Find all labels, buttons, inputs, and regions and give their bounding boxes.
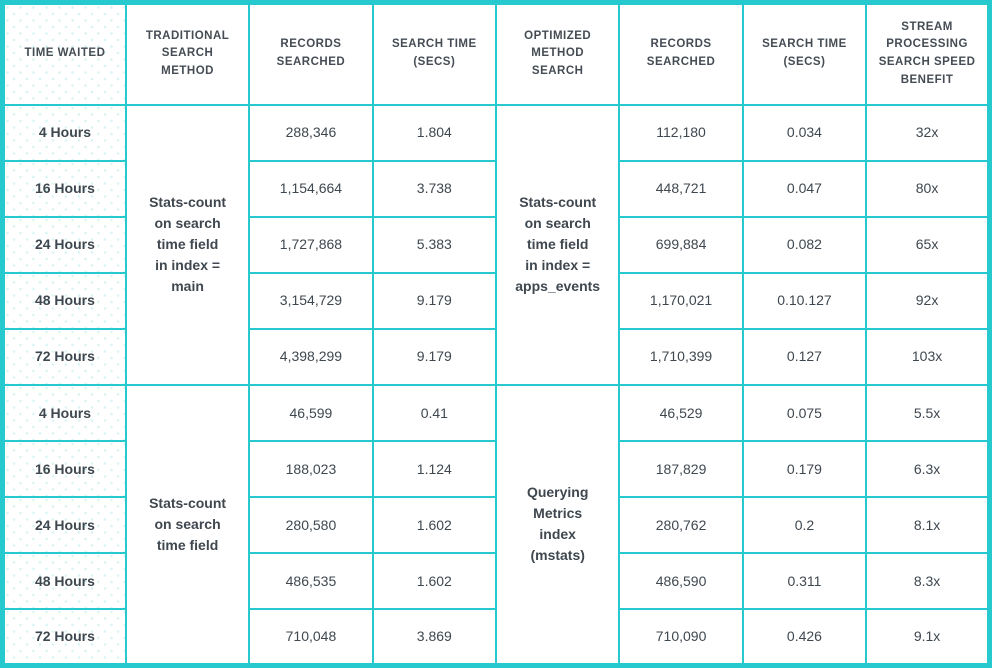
opt-secs-cell: 0.311	[741, 552, 868, 611]
time-waited-cell: 16 Hours	[1, 159, 127, 218]
benefit-cell: 8.1x	[865, 496, 991, 555]
trad-secs-cell: 1.124	[371, 440, 498, 499]
trad-records-cell: 1,727,868	[248, 215, 374, 274]
table-row: 16 Hours 188,023 1.124 187,829 0.179 6.3…	[1, 440, 991, 499]
trad-secs-cell: 5.383	[371, 215, 498, 274]
header-search-time-optimized: SEARCH TIME (SECS)	[741, 1, 868, 106]
table-row: 72 Hours 710,048 3.869 710,090 0.426 9.1…	[1, 608, 991, 667]
trad-records-cell: 4,398,299	[248, 327, 374, 386]
benefit-cell: 6.3x	[865, 440, 991, 499]
trad-secs-cell: 3.869	[371, 608, 498, 667]
trad-records-cell: 1,154,664	[248, 159, 374, 218]
opt-secs-cell: 0.10.127	[741, 271, 868, 330]
table-row: 24 Hours 280,580 1.602 280,762 0.2 8.1x	[1, 496, 991, 555]
trad-records-cell: 3,154,729	[248, 271, 374, 330]
time-waited-cell: 24 Hours	[1, 496, 127, 555]
trad-secs-cell: 9.179	[371, 327, 498, 386]
header-records-searched-traditional: RECORDS SEARCHED	[248, 1, 374, 106]
time-waited-cell: 24 Hours	[1, 215, 127, 274]
trad-records-cell: 188,023	[248, 440, 374, 499]
opt-records-cell: 699,884	[618, 215, 744, 274]
opt-records-cell: 1,170,021	[618, 271, 744, 330]
trad-secs-cell: 1.602	[371, 552, 498, 611]
trad-records-cell: 280,580	[248, 496, 374, 555]
trad-secs-cell: 0.41	[371, 383, 498, 443]
table-row: 48 Hours 486,535 1.602 486,590 0.311 8.3…	[1, 552, 991, 611]
time-waited-cell: 16 Hours	[1, 440, 127, 499]
trad-secs-cell: 1.804	[371, 103, 498, 162]
benefit-cell: 103x	[865, 327, 991, 386]
header-traditional-method: TRADITIONAL SEARCH METHOD	[124, 1, 251, 106]
header-speed-benefit: STREAM PROCESSING SEARCH SPEED BENEFIT	[865, 1, 991, 106]
time-waited-cell: 4 Hours	[1, 103, 127, 162]
time-waited-cell: 48 Hours	[1, 552, 127, 611]
traditional-method-cell: Stats-count on search time field in inde…	[124, 103, 251, 386]
trad-records-cell: 46,599	[248, 383, 374, 443]
opt-records-cell: 448,721	[618, 159, 744, 218]
opt-secs-cell: 0.179	[741, 440, 868, 499]
benefit-cell: 92x	[865, 271, 991, 330]
benefit-cell: 5.5x	[865, 383, 991, 443]
time-waited-cell: 72 Hours	[1, 327, 127, 386]
time-waited-cell: 48 Hours	[1, 271, 127, 330]
table-row: 4 Hours Stats-count on search time field…	[1, 103, 991, 386]
header-time-waited: TIME WAITED	[1, 1, 127, 106]
benefit-cell: 32x	[865, 103, 991, 162]
benefit-cell: 9.1x	[865, 608, 991, 667]
header-optimized-method: OPTIMIZED METHOD SEARCH	[494, 1, 621, 106]
table-row: 4 Hours Stats-count on search time field…	[1, 383, 991, 667]
benefit-cell: 65x	[865, 215, 991, 274]
opt-secs-cell: 0.082	[741, 215, 868, 274]
opt-secs-cell: 0.2	[741, 496, 868, 555]
table-row: 16 Hours 1,154,664 3.738 448,721 0.047 8…	[1, 159, 991, 218]
trad-secs-cell: 3.738	[371, 159, 498, 218]
opt-records-cell: 112,180	[618, 103, 744, 162]
traditional-method-cell: Stats-count on search time field	[124, 383, 251, 667]
opt-secs-cell: 0.426	[741, 608, 868, 667]
opt-secs-cell: 0.127	[741, 327, 868, 386]
opt-secs-cell: 0.075	[741, 383, 868, 443]
opt-records-cell: 486,590	[618, 552, 744, 611]
table-row: 48 Hours 3,154,729 9.179 1,170,021 0.10.…	[1, 271, 991, 330]
trad-secs-cell: 1.602	[371, 496, 498, 555]
time-waited-cell: 4 Hours	[1, 383, 127, 443]
header-records-searched-optimized: RECORDS SEARCHED	[618, 1, 744, 106]
opt-secs-cell: 0.047	[741, 159, 868, 218]
trad-records-cell: 710,048	[248, 608, 374, 667]
optimized-method-cell: Stats-count on search time field in inde…	[494, 103, 621, 386]
opt-records-cell: 1,710,399	[618, 327, 744, 386]
table-header-row: TIME WAITED TRADITIONAL SEARCH METHOD RE…	[1, 1, 991, 106]
benefit-cell: 8.3x	[865, 552, 991, 611]
trad-records-cell: 486,535	[248, 552, 374, 611]
time-waited-cell: 72 Hours	[1, 608, 127, 667]
opt-records-cell: 280,762	[618, 496, 744, 555]
trad-records-cell: 288,346	[248, 103, 374, 162]
benefit-cell: 80x	[865, 159, 991, 218]
opt-records-cell: 187,829	[618, 440, 744, 499]
table-row: 72 Hours 4,398,299 9.179 1,710,399 0.127…	[1, 327, 991, 386]
opt-records-cell: 46,529	[618, 383, 744, 443]
table-row: 24 Hours 1,727,868 5.383 699,884 0.082 6…	[1, 215, 991, 274]
optimized-method-cell: Querying Metrics index (mstats)	[494, 383, 621, 667]
header-search-time-traditional: SEARCH TIME (SECS)	[371, 1, 498, 106]
opt-secs-cell: 0.034	[741, 103, 868, 162]
opt-records-cell: 710,090	[618, 608, 744, 667]
trad-secs-cell: 9.179	[371, 271, 498, 330]
